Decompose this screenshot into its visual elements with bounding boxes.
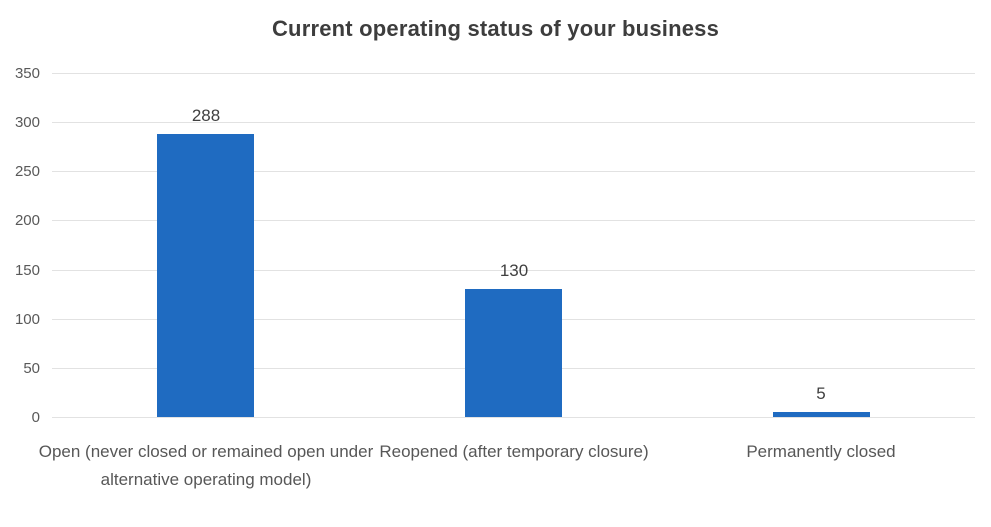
gridline (52, 220, 975, 222)
gridline (52, 171, 975, 173)
bar-value-label: 5 (816, 384, 826, 403)
x-category-label: Reopened (after temporary closure) (379, 442, 649, 461)
bar (157, 134, 254, 417)
y-tick-label: 100 (14, 310, 40, 328)
y-tick-label: 150 (14, 261, 40, 279)
bar (465, 289, 562, 417)
gridline (52, 417, 975, 418)
y-tick-label: 50 (23, 359, 40, 377)
y-tick-label: 350 (14, 65, 40, 82)
chart-title: Current operating status of your busines… (271, 16, 720, 41)
y-tick-label: 250 (14, 163, 40, 181)
x-category-label: Permanently closed (746, 442, 896, 461)
y-tick-label: 300 (14, 114, 40, 132)
bar (773, 412, 870, 417)
gridline (52, 73, 975, 74)
bar-value-label: 288 (191, 106, 221, 125)
y-tick-label: 0 (31, 409, 40, 426)
y-tick-label: 200 (14, 212, 40, 230)
gridline (52, 269, 975, 271)
bar-value-label: 130 (499, 261, 529, 280)
gridline (52, 122, 975, 124)
x-category-label: Open (never closed or remained open unde… (38, 442, 374, 489)
